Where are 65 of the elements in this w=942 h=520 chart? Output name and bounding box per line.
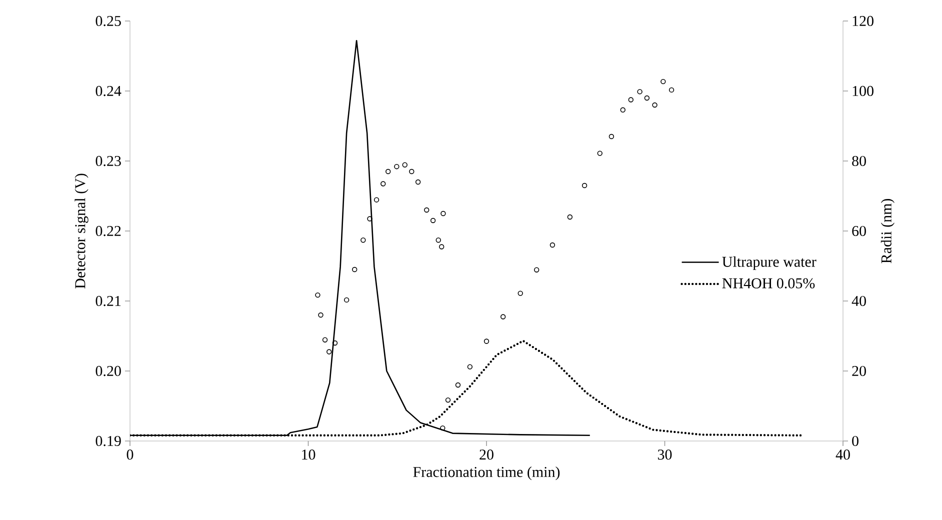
point [644, 95, 650, 101]
point [597, 150, 602, 156]
point [660, 78, 666, 84]
point [440, 425, 446, 431]
y-tick-label: 0.23 [96, 156, 121, 166]
y2-tick-label: 0 [852, 436, 858, 446]
point [344, 297, 350, 303]
point [315, 292, 320, 298]
y-tick-label: 0.25 [96, 16, 121, 26]
y-tick-label: 0.20 [96, 366, 121, 376]
point [380, 181, 386, 186]
y2-tick-label: 80 [852, 156, 866, 166]
point [386, 168, 391, 174]
point [534, 267, 540, 272]
point [500, 314, 506, 320]
y-tick-label: 0.22 [96, 226, 121, 236]
point [360, 238, 366, 243]
point [440, 210, 446, 216]
point [668, 87, 674, 93]
point [402, 162, 408, 168]
legend-label: Ultrapure water [722, 256, 816, 270]
point [567, 214, 573, 220]
point [484, 338, 490, 344]
point [467, 364, 473, 370]
y2-tick-label: 60 [852, 226, 866, 236]
y-tick-label: 0.21 [96, 296, 121, 306]
y-tick-label: 0.19 [96, 436, 121, 446]
point [628, 97, 634, 102]
point [332, 340, 338, 346]
point [608, 134, 614, 140]
y2-tick-label: 120 [852, 16, 874, 26]
point [637, 89, 642, 94]
x-tick-label: 10 [302, 450, 316, 460]
x-axis-title: Fractionation time (min) [413, 466, 560, 480]
point [322, 337, 328, 342]
point [424, 207, 430, 213]
y-tick-label: 0.24 [96, 86, 122, 96]
point [318, 312, 324, 318]
point [620, 107, 626, 112]
point [582, 182, 588, 188]
x-tick-label: 40 [836, 450, 850, 460]
y-axis-title: Detector signal (V) [74, 174, 88, 288]
y2-tick-label: 20 [852, 366, 866, 376]
point [445, 397, 451, 403]
x-tick-label: 0 [126, 450, 134, 460]
point [326, 349, 332, 354]
point [352, 266, 358, 272]
legend-label: NH4OH 0.05% [722, 278, 815, 288]
point [409, 168, 414, 174]
point [374, 197, 380, 202]
y2-tick-label: 40 [852, 296, 866, 306]
point [652, 102, 658, 108]
point [550, 242, 556, 248]
x-tick-label: 30 [658, 450, 672, 460]
point [394, 164, 400, 170]
y2-axis-title: Radii (nm) [880, 198, 895, 264]
point [455, 382, 461, 388]
point [367, 216, 372, 222]
point [438, 244, 444, 250]
point [415, 179, 421, 185]
y2-tick-label: 100 [852, 86, 874, 96]
point [430, 218, 436, 224]
x-tick-label: 20 [480, 450, 494, 460]
point [518, 290, 523, 296]
point [436, 238, 441, 243]
